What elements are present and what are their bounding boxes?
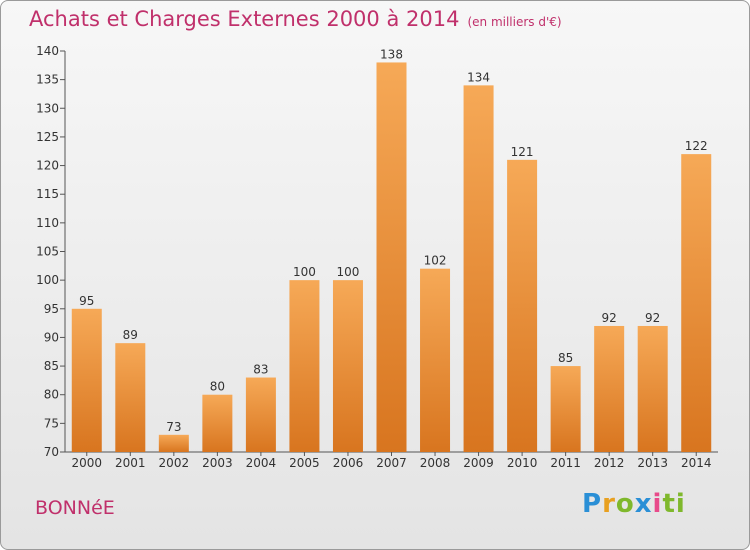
x-tick-label-2005: 2005 [289, 456, 320, 470]
y-tick-label: 135 [36, 73, 59, 87]
value-label-2010: 121 [511, 145, 534, 159]
x-tick-label-2011: 2011 [550, 456, 581, 470]
y-tick-label: 130 [36, 101, 59, 115]
x-tick-label-2012: 2012 [594, 456, 625, 470]
x-tick-label-2014: 2014 [681, 456, 712, 470]
value-label-2003: 80 [210, 380, 225, 394]
chart-title-text: Achats et Charges Externes 2000 à 2014 [29, 7, 460, 31]
y-tick-label: 100 [36, 273, 59, 287]
y-tick-label: 70 [44, 445, 59, 459]
value-label-2002: 73 [166, 420, 181, 434]
x-tick-label-2001: 2001 [115, 456, 146, 470]
value-label-2005: 100 [293, 265, 316, 279]
bar-2010 [507, 159, 538, 453]
bar-2004 [245, 377, 276, 452]
y-tick-label: 105 [36, 245, 59, 259]
x-tick-label-2006: 2006 [333, 456, 364, 470]
y-tick-label: 90 [44, 330, 59, 344]
bar-2008 [420, 268, 451, 452]
value-label-2000: 95 [79, 294, 94, 308]
value-label-2013: 92 [645, 311, 660, 325]
x-tick-label-2010: 2010 [507, 456, 538, 470]
value-label-2009: 134 [467, 70, 490, 84]
bar-2012 [594, 325, 625, 452]
y-tick-label: 85 [44, 359, 59, 373]
y-tick-label: 110 [36, 216, 59, 230]
y-tick-label: 140 [36, 44, 59, 58]
y-tick-label: 80 [44, 388, 59, 402]
y-tick-label: 75 [44, 416, 59, 430]
value-label-2004: 83 [253, 363, 268, 377]
y-tick-label: 125 [36, 130, 59, 144]
value-label-2014: 122 [685, 139, 708, 153]
bar-2014 [681, 154, 712, 452]
bar-2001 [115, 343, 146, 452]
x-tick-label-2002: 2002 [159, 456, 190, 470]
bar-2003 [202, 394, 233, 452]
bar-2006 [332, 280, 363, 452]
y-tick-label: 115 [36, 187, 59, 201]
x-tick-label-2007: 2007 [376, 456, 407, 470]
chart-title: Achats et Charges Externes 2000 à 2014 (e… [29, 7, 562, 31]
y-tick-label: 120 [36, 159, 59, 173]
bar-2007 [376, 62, 407, 452]
chart-subtitle: (en milliers d'€) [467, 15, 562, 29]
x-tick-label-2004: 2004 [246, 456, 277, 470]
bar-2000 [71, 308, 102, 452]
value-label-2012: 92 [602, 311, 617, 325]
value-label-2011: 85 [558, 351, 573, 365]
value-label-2007: 138 [380, 47, 403, 61]
x-tick-label-2013: 2013 [637, 456, 668, 470]
value-label-2008: 102 [424, 254, 447, 268]
x-tick-label-2003: 2003 [202, 456, 233, 470]
commune-name: BONNéE [35, 497, 115, 519]
bar-2005 [289, 280, 320, 452]
x-tick-label-2000: 2000 [71, 456, 102, 470]
x-tick-label-2008: 2008 [420, 456, 451, 470]
value-label-2001: 89 [123, 328, 138, 342]
proxiti-logo: Proxiti [582, 489, 686, 519]
bar-2002 [158, 434, 189, 452]
y-tick-label: 95 [44, 302, 59, 316]
x-tick-label-2009: 2009 [463, 456, 494, 470]
value-label-2006: 100 [337, 265, 360, 279]
bar-2009 [463, 85, 494, 452]
bar-2011 [550, 366, 581, 452]
bar-2013 [637, 325, 668, 452]
